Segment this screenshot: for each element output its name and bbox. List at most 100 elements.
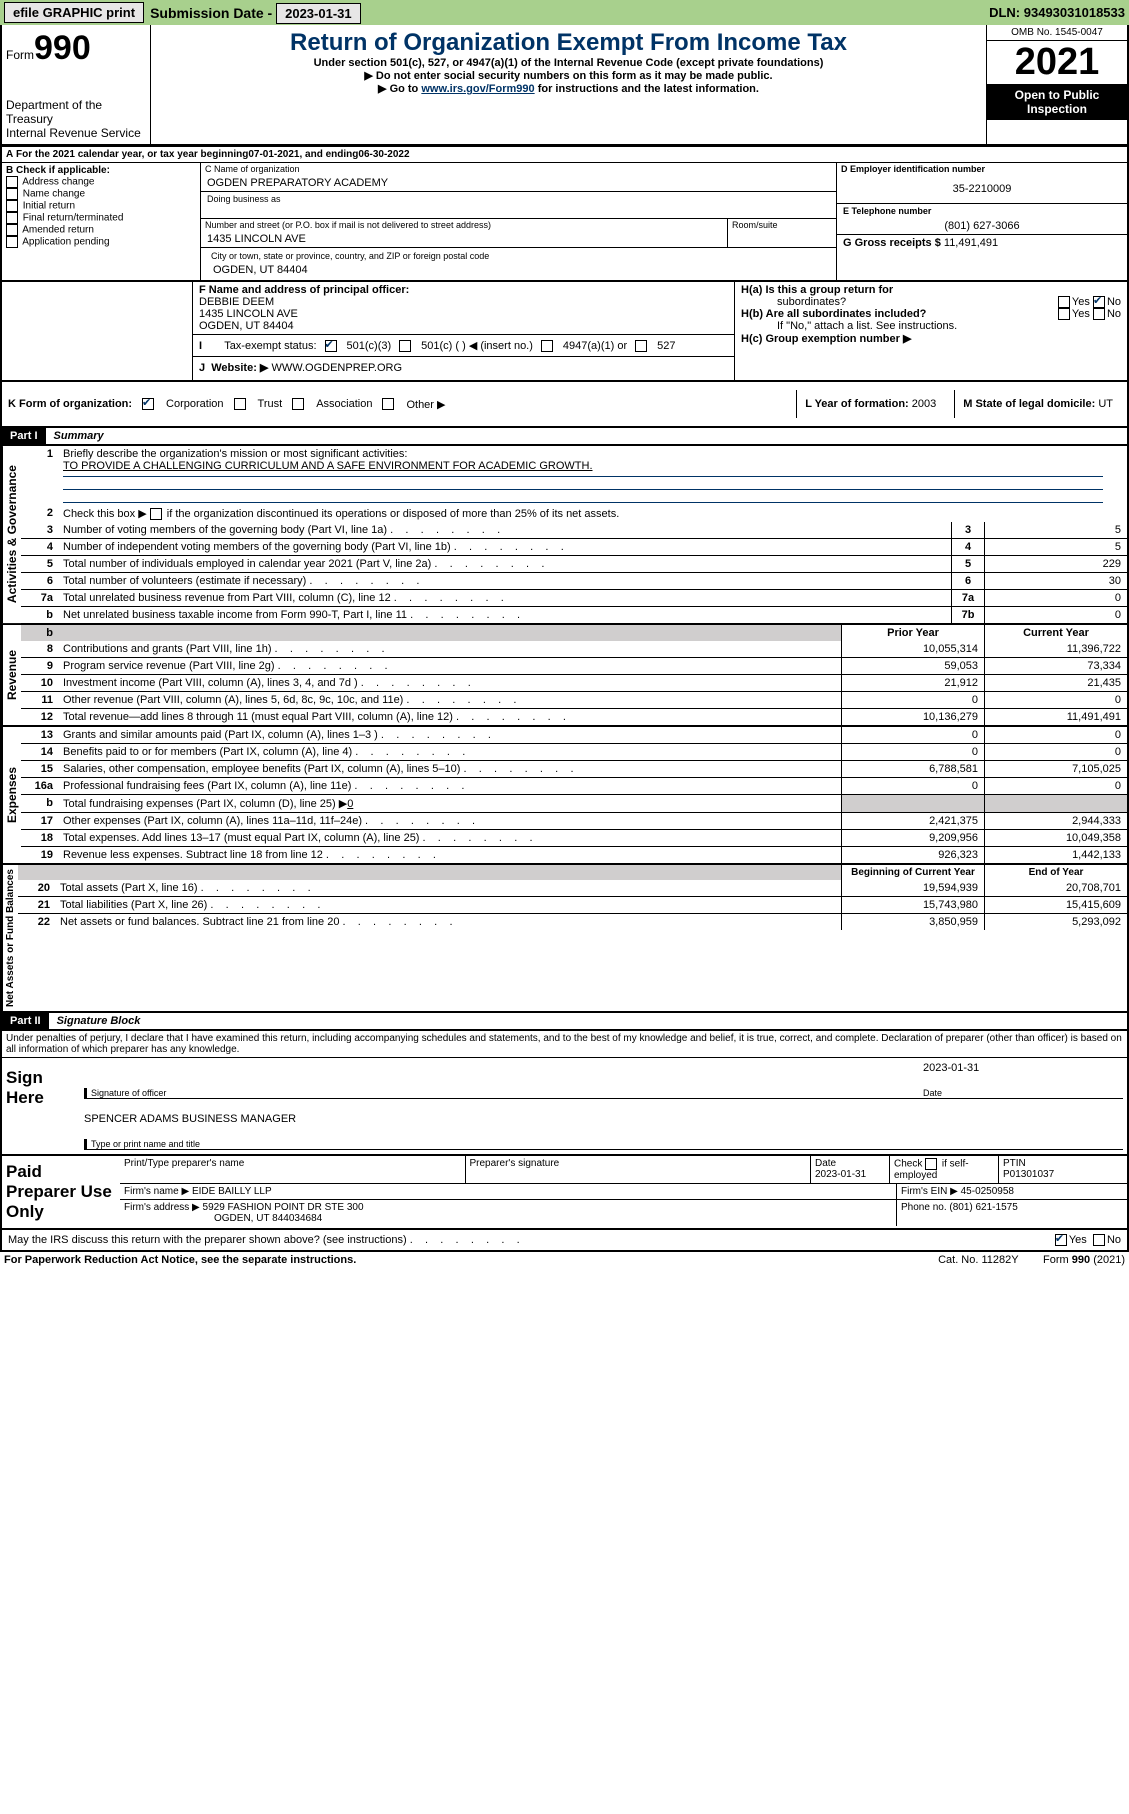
cb-trust[interactable] bbox=[234, 398, 246, 410]
yes2: Yes bbox=[1072, 308, 1090, 320]
part1-bar: Part I bbox=[2, 428, 46, 444]
efile-btn[interactable]: efile GRAPHIC print bbox=[4, 2, 144, 23]
h-note: If "No," attach a list. See instructions… bbox=[777, 320, 1121, 332]
cb-self[interactable] bbox=[925, 1158, 937, 1170]
addr-hdr: Number and street (or P.O. box if mail i… bbox=[201, 219, 727, 231]
form-word: Form bbox=[6, 48, 34, 62]
side-exp: Expenses bbox=[2, 727, 21, 863]
disc-no[interactable] bbox=[1093, 1234, 1105, 1246]
a-mid: , and ending bbox=[300, 149, 359, 160]
website: WWW.OGDENPREP.ORG bbox=[268, 362, 402, 374]
c2: Preparer's signature bbox=[466, 1156, 812, 1183]
dba-hdr: Doing business as bbox=[201, 191, 836, 218]
part2-hdr: Part II Signature Block bbox=[0, 1013, 1129, 1031]
b-cb[interactable] bbox=[6, 224, 18, 236]
rev-block: Revenue b Prior Year Current Year 8Contr… bbox=[0, 625, 1129, 727]
inspection: Open to Public Inspection bbox=[987, 84, 1127, 120]
ph-lbl: Phone no. bbox=[901, 1202, 949, 1213]
form-header: Form990 Department of the Treasury Inter… bbox=[0, 25, 1129, 146]
cb-other[interactable] bbox=[382, 398, 394, 410]
by-hdr: Beginning of Current Year bbox=[841, 865, 984, 880]
c1: Print/Type preparer's name bbox=[120, 1156, 466, 1183]
no2: No bbox=[1107, 308, 1121, 320]
c3: Date bbox=[815, 1158, 836, 1169]
form-num: 990 bbox=[34, 29, 91, 67]
b-item: Address change bbox=[6, 176, 196, 188]
cb-4947[interactable] bbox=[541, 340, 553, 352]
k-assoc: Association bbox=[316, 398, 372, 410]
ha-yes[interactable] bbox=[1058, 296, 1070, 308]
b-cb[interactable] bbox=[6, 176, 18, 188]
k-trust: Trust bbox=[258, 398, 283, 410]
fein: 45-0250958 bbox=[961, 1186, 1014, 1197]
sigdate: 2023-01-31 bbox=[923, 1062, 1123, 1074]
c3v: 2023-01-31 bbox=[815, 1169, 866, 1180]
cb-assoc[interactable] bbox=[292, 398, 304, 410]
room-hdr: Room/suite bbox=[727, 219, 836, 247]
discuss-q: May the IRS discuss this return with the… bbox=[8, 1234, 407, 1246]
na-block: Net Assets or Fund Balances Beginning of… bbox=[0, 865, 1129, 1013]
cb-corp[interactable] bbox=[142, 398, 154, 410]
faddr-lbl: Firm's address ▶ bbox=[124, 1202, 203, 1213]
b-item: Final return/terminated bbox=[6, 212, 196, 224]
b-cb[interactable] bbox=[6, 212, 18, 224]
type-lbl: Type or print name and title bbox=[84, 1139, 200, 1149]
hc: H(c) Group exemption number ▶ bbox=[741, 333, 911, 345]
dy: Yes bbox=[1069, 1234, 1087, 1246]
side-rev: Revenue bbox=[2, 625, 21, 725]
l2b: if the organization discontinued its ope… bbox=[164, 508, 620, 520]
section-f-h: F Name and address of principal officer:… bbox=[0, 282, 1129, 382]
sign-here: Sign Here bbox=[2, 1058, 80, 1154]
l1txt: TO PROVIDE A CHALLENGING CURRICULUM AND … bbox=[63, 460, 593, 472]
cb-527[interactable] bbox=[635, 340, 647, 352]
k-lbl: K Form of organization: bbox=[8, 398, 132, 410]
part2-lbl: Signature Block bbox=[49, 1013, 149, 1029]
k-other: Other ▶ bbox=[406, 398, 445, 411]
j-lbl: Website: ▶ bbox=[211, 362, 268, 374]
d-hdr: D Employer identification number bbox=[837, 163, 1127, 175]
date-lbl: Date bbox=[923, 1088, 1123, 1098]
irs-link[interactable]: www.irs.gov/Form990 bbox=[421, 83, 534, 95]
sub3a: ▶ Go to bbox=[378, 83, 421, 95]
ey-hdr: End of Year bbox=[984, 865, 1127, 880]
ph: (801) 621-1575 bbox=[949, 1202, 1017, 1213]
b-item: Initial return bbox=[6, 200, 196, 212]
c4: Check bbox=[894, 1159, 925, 1170]
exp-block: Expenses 13Grants and similar amounts pa… bbox=[0, 727, 1129, 865]
org-name: OGDEN PREPARATORY ACADEMY bbox=[201, 175, 836, 191]
sub3b: for instructions and the latest informat… bbox=[535, 83, 759, 95]
section-b-g: B Check if applicable: Address change Na… bbox=[0, 163, 1129, 282]
discuss-row: May the IRS discuss this return with the… bbox=[0, 1230, 1129, 1251]
l1: Briefly describe the organization's miss… bbox=[63, 448, 407, 460]
cb-501c[interactable] bbox=[399, 340, 411, 352]
b-hdr: B Check if applicable: bbox=[6, 165, 110, 176]
c5v: P01301037 bbox=[1003, 1169, 1054, 1180]
part1-lbl: Summary bbox=[46, 428, 112, 444]
firm: EIDE BAILLY LLP bbox=[192, 1186, 272, 1197]
line-A: A For the 2021 calendar year, or tax yea… bbox=[0, 146, 1129, 163]
disc-yes[interactable] bbox=[1055, 1234, 1067, 1246]
faddr: 5929 FASHION POINT DR STE 300 bbox=[203, 1202, 364, 1213]
formno: Form 990 (2021) bbox=[1043, 1254, 1125, 1266]
ha2: subordinates? bbox=[777, 296, 846, 308]
subdate-lbl: Submission Date - bbox=[150, 5, 276, 21]
tel: (801) 627-3066 bbox=[837, 218, 1127, 234]
cb-501c3[interactable] bbox=[325, 340, 337, 352]
b-cb[interactable] bbox=[6, 200, 18, 212]
hb-yes[interactable] bbox=[1058, 308, 1070, 320]
addr: 1435 LINCOLN AVE bbox=[201, 231, 727, 247]
side-gov: Activities & Governance bbox=[2, 446, 21, 623]
subdate: 2023-01-31 bbox=[276, 3, 361, 24]
omb: OMB No. 1545-0047 bbox=[987, 25, 1127, 41]
footer: For Paperwork Reduction Act Notice, see … bbox=[0, 1251, 1129, 1268]
b-cb[interactable] bbox=[6, 236, 18, 248]
a-beg: 07-01-2021 bbox=[248, 149, 299, 160]
ha-no[interactable] bbox=[1093, 296, 1105, 308]
l2-cb[interactable] bbox=[150, 508, 162, 520]
b-item: Amended return bbox=[6, 224, 196, 236]
b-cb[interactable] bbox=[6, 188, 18, 200]
sig-lbl: Signature of officer bbox=[84, 1088, 923, 1098]
hb-no[interactable] bbox=[1093, 308, 1105, 320]
g-lbl: G Gross receipts $ bbox=[843, 237, 944, 249]
city-hdr: City or town, state or province, country… bbox=[207, 250, 830, 262]
